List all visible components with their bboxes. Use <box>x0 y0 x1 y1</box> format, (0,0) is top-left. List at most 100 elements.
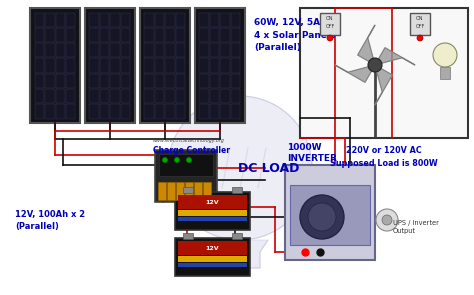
Bar <box>410 13 430 35</box>
Bar <box>45 104 55 119</box>
Bar <box>55 74 65 88</box>
Bar <box>200 89 209 103</box>
Bar <box>194 182 202 200</box>
Bar <box>210 104 219 119</box>
Bar <box>185 182 193 200</box>
Polygon shape <box>335 65 375 82</box>
Bar <box>176 182 184 200</box>
Bar <box>200 104 209 119</box>
Bar <box>200 74 209 88</box>
Bar <box>203 182 211 200</box>
Bar <box>35 43 44 57</box>
Bar <box>176 28 185 42</box>
Bar <box>66 28 75 42</box>
Text: 60W, 12V, 5A
4 x Solar Panels
(Parallel): 60W, 12V, 5A 4 x Solar Panels (Parallel) <box>254 18 336 52</box>
Bar <box>66 58 75 73</box>
Bar <box>145 104 154 119</box>
Bar <box>90 104 99 119</box>
Bar <box>121 12 130 27</box>
Polygon shape <box>375 65 392 105</box>
Bar <box>320 13 340 35</box>
Bar <box>167 182 175 200</box>
Bar <box>45 58 55 73</box>
Bar <box>100 28 109 42</box>
Text: 220V or 120V AC
Supposed Load is 800W: 220V or 120V AC Supposed Load is 800W <box>330 146 438 168</box>
Bar <box>175 238 250 276</box>
Bar <box>155 12 164 27</box>
Bar <box>210 58 219 73</box>
Circle shape <box>174 158 180 163</box>
Bar <box>176 58 185 73</box>
Bar <box>110 43 120 57</box>
Bar <box>165 28 175 42</box>
Bar <box>35 28 44 42</box>
Text: UPS / Inverter
Output: UPS / Inverter Output <box>393 220 439 234</box>
Bar <box>90 43 99 57</box>
Bar <box>165 74 175 88</box>
Circle shape <box>382 215 392 225</box>
Bar <box>210 89 219 103</box>
Bar <box>35 74 44 88</box>
Circle shape <box>308 203 336 231</box>
Bar <box>145 12 154 27</box>
Text: www.electricaltechnology.org: www.electricaltechnology.org <box>153 138 225 143</box>
Bar <box>121 28 130 42</box>
Text: ON: ON <box>416 17 424 22</box>
Bar <box>220 74 230 88</box>
Bar <box>55 28 65 42</box>
Bar <box>90 89 99 103</box>
Bar <box>232 187 242 193</box>
Text: OFF: OFF <box>415 24 425 30</box>
Circle shape <box>300 195 344 239</box>
Bar <box>178 256 247 262</box>
Bar <box>440 67 450 79</box>
Bar <box>90 12 99 27</box>
Bar <box>220 89 230 103</box>
Bar <box>210 43 219 57</box>
Circle shape <box>368 58 382 72</box>
Bar <box>176 104 185 119</box>
Bar <box>195 8 245 123</box>
Bar <box>66 43 75 57</box>
Bar <box>200 12 209 27</box>
Polygon shape <box>212 240 268 268</box>
Bar <box>155 89 164 103</box>
Bar <box>145 28 154 42</box>
Bar <box>220 28 230 42</box>
Bar <box>66 89 75 103</box>
Bar <box>175 192 250 230</box>
Bar <box>231 12 240 27</box>
Circle shape <box>163 158 167 163</box>
Bar <box>85 8 135 123</box>
Bar <box>231 104 240 119</box>
Bar <box>35 58 44 73</box>
Bar <box>155 104 164 119</box>
Bar <box>232 233 242 239</box>
Bar <box>220 12 230 27</box>
Bar <box>165 43 175 57</box>
Text: 12V: 12V <box>205 245 219 250</box>
Bar <box>140 8 190 123</box>
Text: OFF: OFF <box>325 24 335 30</box>
Bar <box>176 74 185 88</box>
Bar <box>90 28 99 42</box>
Bar <box>155 74 164 88</box>
Bar <box>30 8 80 123</box>
Bar <box>66 104 75 119</box>
Bar <box>231 28 240 42</box>
Text: 12V, 100Ah x 2
(Parallel): 12V, 100Ah x 2 (Parallel) <box>15 210 85 232</box>
Bar <box>45 28 55 42</box>
Bar <box>55 58 65 73</box>
Bar <box>300 8 468 138</box>
Circle shape <box>376 209 398 231</box>
Bar <box>176 12 185 27</box>
Bar <box>200 28 209 42</box>
Bar <box>231 43 240 57</box>
Text: 12V: 12V <box>205 199 219 204</box>
Bar <box>178 210 247 216</box>
Bar <box>110 12 120 27</box>
Bar <box>66 12 75 27</box>
Polygon shape <box>358 25 375 65</box>
Bar <box>165 58 175 73</box>
Circle shape <box>417 35 423 41</box>
